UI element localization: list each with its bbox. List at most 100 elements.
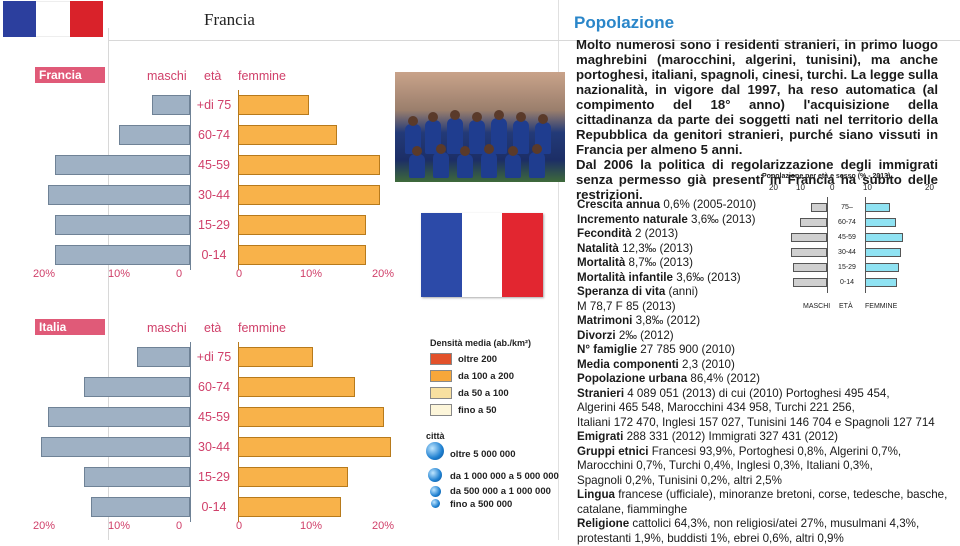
mini-female-bar (865, 218, 896, 227)
female-tick-label: 0 (236, 520, 242, 532)
stat-value: Francesi 93,9%, Portoghesi 0,8%, Algerin… (649, 445, 902, 458)
female-bar (238, 497, 341, 517)
stat-value: 3,6‰ (2013) (673, 271, 741, 284)
male-bar (41, 437, 190, 457)
france-flag-header (3, 1, 103, 37)
mini-pyramid-title: Popolazione per età e sesso (% - 2013) (762, 173, 890, 180)
stat-value: Algerini 465 548, Marocchini 434 958, Tu… (577, 401, 855, 414)
age-label: 30-44 (190, 188, 238, 202)
player-figure (469, 120, 485, 154)
stat-row: Marocchini 0,7%, Turchi 0,4%, Inglesi 0,… (577, 459, 937, 474)
mini-male-bar (791, 233, 827, 242)
stat-row: Gruppi etnici Francesi 93,9%, Portoghesi… (577, 445, 937, 460)
stat-value: 27 785 900 (2010) (637, 343, 735, 356)
age-label: 60-74 (190, 380, 238, 394)
density-swatch (430, 404, 452, 416)
player-figure (529, 152, 545, 178)
stat-key: Matrimoni (577, 314, 632, 327)
pyramid-head-female: femmine (238, 69, 286, 83)
pyramid-country-label: Francia (35, 67, 105, 83)
mini-tick-label: 0 (830, 183, 834, 192)
stat-row: N° famiglie 27 785 900 (2010) (577, 343, 937, 358)
stat-value: Spagnoli 0,2%, Tunisini 0,2%, altri 2,5% (577, 474, 782, 487)
male-bar (55, 215, 190, 235)
female-tick-label: 20% (372, 520, 394, 532)
stat-key: Incremento naturale (577, 213, 688, 226)
stat-row: protestanti 1,9%, buddisti 1%, ebrei 0,6… (577, 532, 937, 546)
pyramid-country-label: Italia (35, 319, 105, 335)
stat-row: Spagnoli 0,2%, Tunisini 0,2%, altri 2,5% (577, 474, 937, 489)
male-bar (84, 467, 191, 487)
male-bar (48, 407, 190, 427)
stat-value: Italiani 172 470, Inglesi 157 027, Tunis… (577, 416, 935, 429)
male-bar (48, 185, 190, 205)
stat-value: protestanti 1,9%, buddisti 1%, ebrei 0,6… (577, 532, 844, 545)
stat-value: M 78,7 F 85 (2013) (577, 300, 676, 313)
stat-key: Mortalità (577, 256, 625, 269)
mini-female-bar (865, 248, 901, 257)
stat-row: Media componenti 2,3 (2010) (577, 358, 937, 373)
stat-key: Speranza di vita (577, 285, 665, 298)
mini-age-label: 0-14 (833, 279, 861, 286)
stat-key: Divorzi (577, 329, 616, 342)
mini-male-bar (793, 278, 827, 287)
male-bar (152, 95, 190, 115)
pyramid-head-male: maschi (147, 321, 187, 335)
male-tick-label: 0 (176, 520, 182, 532)
age-label: 60-74 (190, 128, 238, 142)
flag-white (36, 1, 69, 37)
age-label: 30-44 (190, 440, 238, 454)
mini-tick-label: 10 (863, 183, 872, 192)
city-dot-large-icon (426, 442, 444, 460)
female-bar (238, 245, 366, 265)
pyramid-axis-female (238, 342, 239, 522)
stat-value: 4 089 051 (2013) di cui (2010) Portoghes… (624, 387, 890, 400)
city-dot-medium-icon (428, 468, 442, 482)
mini-female-bar (865, 278, 897, 287)
female-bar (238, 155, 380, 175)
stat-row: Popolazione urbana 86,4% (2012) (577, 372, 937, 387)
stat-row: Italiani 172 470, Inglesi 157 027, Tunis… (577, 416, 937, 431)
age-label: 0-14 (190, 248, 238, 262)
stat-row: catalane, fiamminghe (577, 503, 937, 518)
pyramid-axis-female (238, 90, 239, 270)
player-figure (457, 154, 473, 178)
stat-value: 2 (2013) (632, 227, 678, 240)
age-label: 0-14 (190, 500, 238, 514)
density-item: da 50 a 100 (430, 387, 514, 399)
male-bar (55, 245, 190, 265)
city-dot-tiny-icon (431, 499, 440, 508)
male-tick-label: 0 (176, 268, 182, 280)
pyramid-head-age: età (204, 321, 221, 335)
team-photo (395, 72, 565, 182)
male-tick-label: 10% (108, 520, 130, 532)
age-label: 15-29 (190, 470, 238, 484)
age-label: 45-59 (190, 410, 238, 424)
density-label: da 50 a 100 (458, 388, 509, 399)
density-item: oltre 200 (430, 353, 514, 365)
density-swatch (430, 370, 452, 382)
density-item: da 100 a 200 (430, 370, 514, 382)
age-label: +di 75 (190, 98, 238, 112)
stat-key: Lingua (577, 488, 615, 501)
mini-age-label: 30-44 (833, 249, 861, 256)
stat-key: Mortalità infantile (577, 271, 673, 284)
stat-key: Religione (577, 517, 629, 530)
pyramid-head-male: maschi (147, 69, 187, 83)
stat-key: Crescita annua (577, 198, 660, 211)
stat-value: Marocchini 0,7%, Turchi 0,4%, Inglesi 0,… (577, 459, 873, 472)
female-bar (238, 185, 380, 205)
section-title: Popolazione (574, 13, 674, 33)
male-tick-label: 20% (33, 520, 55, 532)
paragraph: Molto numerosi sono i residenti stranier… (576, 37, 938, 157)
mini-male-bar (791, 248, 827, 257)
stat-value: 2,3 (2010) (679, 358, 735, 371)
mini-female-bar (865, 233, 903, 242)
mini-male-bar (793, 263, 827, 272)
stat-value: (anni) (665, 285, 698, 298)
female-bar (238, 125, 337, 145)
mini-foot-female: FEMMINE (865, 303, 897, 310)
mini-age-label: 15-29 (833, 264, 861, 271)
flag-red (502, 213, 543, 297)
